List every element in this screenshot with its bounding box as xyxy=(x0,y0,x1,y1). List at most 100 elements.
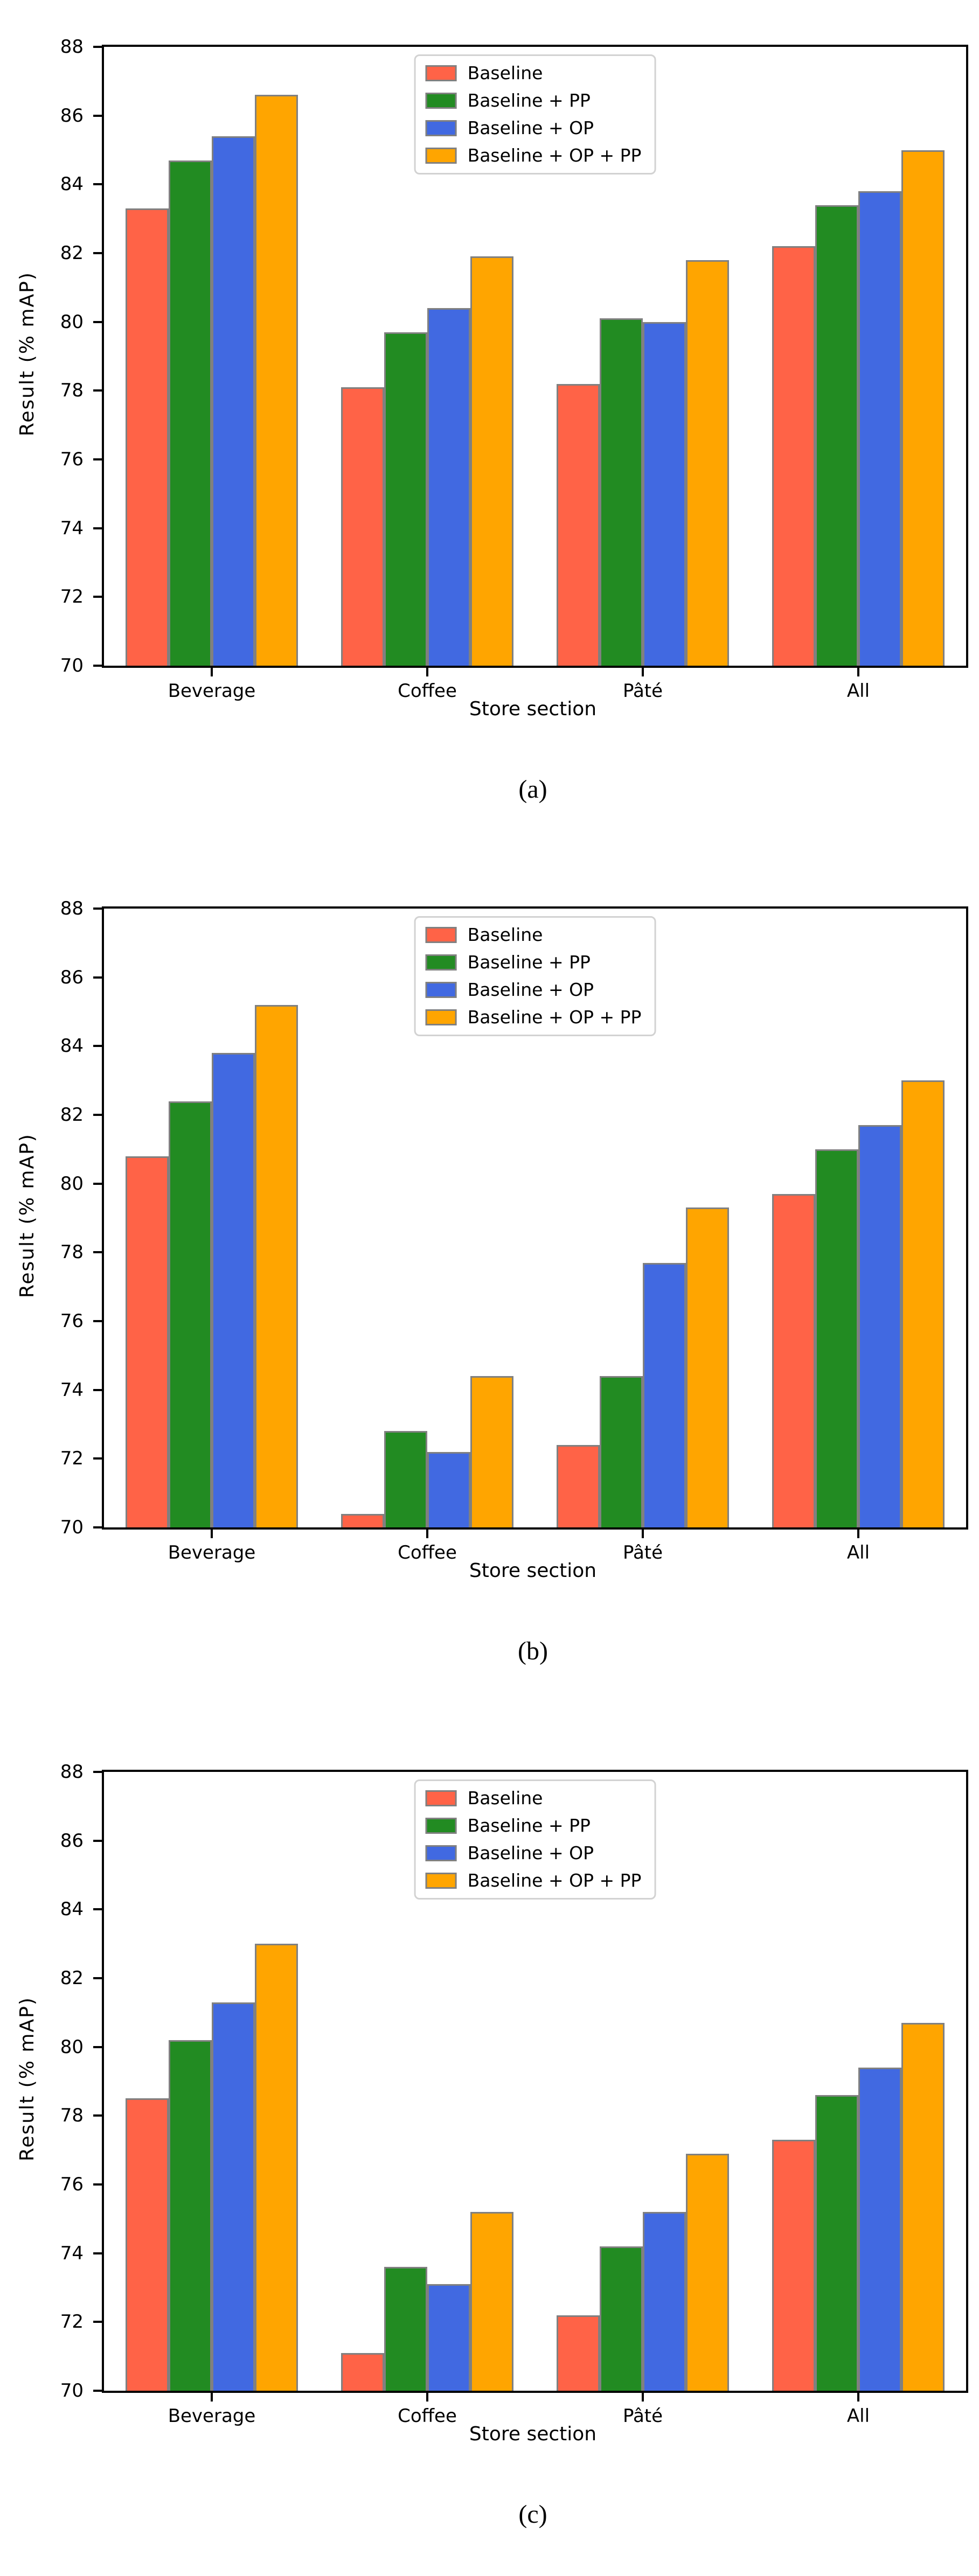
figure-caption: (a) xyxy=(518,775,547,804)
bar-baseline-op-pâté xyxy=(643,1262,686,1527)
bar-baseline-op-pp-pâté xyxy=(686,2153,729,2391)
y-tick xyxy=(93,114,102,117)
legend-label: Baseline xyxy=(467,62,543,83)
y-tick xyxy=(93,2114,102,2117)
y-tick-label: 74 xyxy=(60,1379,84,1401)
x-tick-label: Coffee xyxy=(398,2405,457,2427)
legend-swatch xyxy=(425,148,457,164)
bar-baseline-all xyxy=(772,246,815,666)
y-axis-label: Result (% mAP) xyxy=(16,1133,38,1299)
x-tick-label: All xyxy=(846,2405,870,2427)
y-tick xyxy=(93,1457,102,1460)
y-tick-label: 78 xyxy=(60,1241,84,1263)
x-tick-label: Pâté xyxy=(622,2405,663,2427)
x-tick-label: Beverage xyxy=(168,1542,256,1563)
y-tick xyxy=(93,1114,102,1116)
y-tick xyxy=(93,1977,102,1979)
legend-label: Baseline xyxy=(467,924,543,945)
y-tick xyxy=(93,976,102,979)
bar-baseline-op-all xyxy=(858,191,901,666)
x-axis-label: Store section xyxy=(469,2423,597,2445)
bar-baseline-op-beverage xyxy=(212,1053,255,1527)
legend-swatch xyxy=(425,927,457,943)
legend-label: Baseline + PP xyxy=(467,1815,591,1836)
bar-baseline-op-pp-beverage xyxy=(255,1944,298,2391)
y-tick xyxy=(93,665,102,667)
legend-item: Baseline + OP xyxy=(425,1844,642,1863)
y-tick-label: 82 xyxy=(60,1104,84,1126)
plot-area: 70 72 74 76 78 80 82 84 86 88 Beverage Coffee Pâté Al… xyxy=(60,36,968,702)
y-tick-label: 84 xyxy=(60,1898,84,1921)
y-tick-label: 72 xyxy=(60,2311,84,2333)
x-tick xyxy=(857,668,859,676)
legend-swatch xyxy=(425,1009,457,1025)
bar-baseline-pp-pâté xyxy=(600,1376,643,1527)
bar-baseline-op-coffee xyxy=(427,2284,470,2391)
bar-baseline-beverage xyxy=(126,2098,169,2391)
bar-baseline-op-all xyxy=(858,1125,901,1527)
y-tick xyxy=(93,2390,102,2392)
x-tick xyxy=(211,2393,213,2402)
x-tick xyxy=(642,1530,644,1538)
bar-baseline-pp-coffee xyxy=(384,1431,427,1527)
legend-label: Baseline + OP xyxy=(467,979,594,1000)
bar-baseline-beverage xyxy=(126,208,169,666)
bar-baseline-all xyxy=(772,1193,815,1527)
legend-box: Baseline Baseline + PP Baseline + OP Baseli… xyxy=(414,1779,656,1900)
bar-baseline-op-coffee xyxy=(427,308,470,666)
bar-baseline-pâté xyxy=(557,383,600,666)
y-tick xyxy=(93,2183,102,2186)
y-tick xyxy=(93,1251,102,1254)
bar-baseline-pp-pâté xyxy=(600,2246,643,2391)
legend-swatch xyxy=(425,65,457,81)
legend-swatch xyxy=(425,954,457,971)
y-tick-label: 80 xyxy=(60,2036,84,2058)
y-tick-label: 82 xyxy=(60,242,84,264)
y-tick-label: 88 xyxy=(60,36,84,58)
y-tick xyxy=(93,183,102,186)
legend-label: Baseline + OP + PP xyxy=(467,145,642,166)
x-tick xyxy=(426,1530,428,1538)
y-tick-label: 76 xyxy=(60,449,84,470)
y-tick-label: 70 xyxy=(60,655,84,676)
bar-baseline-pp-beverage xyxy=(169,2040,212,2391)
bar-baseline-op-pp-coffee xyxy=(470,2212,513,2391)
legend-swatch xyxy=(425,1818,457,1834)
y-tick xyxy=(93,1771,102,1773)
bar-baseline-op-beverage xyxy=(212,2002,255,2391)
bar-baseline-all xyxy=(772,2140,815,2391)
legend-item: Baseline + PP xyxy=(425,1815,642,1836)
x-tick-label: Beverage xyxy=(168,680,256,702)
y-tick xyxy=(93,1388,102,1391)
y-axis-label: Result (% mAP) xyxy=(16,271,38,437)
x-tick xyxy=(642,2393,644,2402)
chart-b: 70 72 74 76 78 80 82 84 86 88 Beverage Coffee Pâté Al… xyxy=(0,862,979,1713)
x-tick-label: Pâté xyxy=(622,680,663,702)
bar-baseline-op-pâté xyxy=(643,2212,686,2391)
y-tick-label: 70 xyxy=(60,2380,84,2402)
y-tick xyxy=(93,320,102,323)
bar-baseline-op-pp-all xyxy=(901,2023,945,2391)
legend-item: Baseline + OP xyxy=(425,118,642,138)
bar-baseline-pp-coffee xyxy=(384,2267,427,2391)
y-tick-label: 84 xyxy=(60,1035,84,1057)
y-tick-label: 70 xyxy=(60,1517,84,1538)
y-tick xyxy=(93,389,102,392)
y-tick-label: 72 xyxy=(60,586,84,608)
y-tick-label: 78 xyxy=(60,2105,84,2127)
y-tick xyxy=(93,2252,102,2254)
y-tick xyxy=(93,596,102,598)
legend-item: Baseline + PP xyxy=(425,953,642,972)
bar-baseline-coffee xyxy=(341,2352,384,2391)
legend-item: Baseline + OP + PP xyxy=(425,1871,641,1890)
y-tick-label: 72 xyxy=(60,1448,84,1470)
x-tick xyxy=(211,668,213,676)
y-tick xyxy=(93,1045,102,1048)
bar-baseline-op-pp-beverage xyxy=(255,1004,298,1527)
legend-label: Baseline xyxy=(467,1788,543,1809)
legend-swatch xyxy=(425,982,457,998)
x-tick-label: Beverage xyxy=(168,2405,256,2427)
x-tick-label: Coffee xyxy=(398,1542,457,1563)
legend-label: Baseline + PP xyxy=(467,90,591,111)
legend-item: Baseline + OP + PP xyxy=(425,145,642,166)
